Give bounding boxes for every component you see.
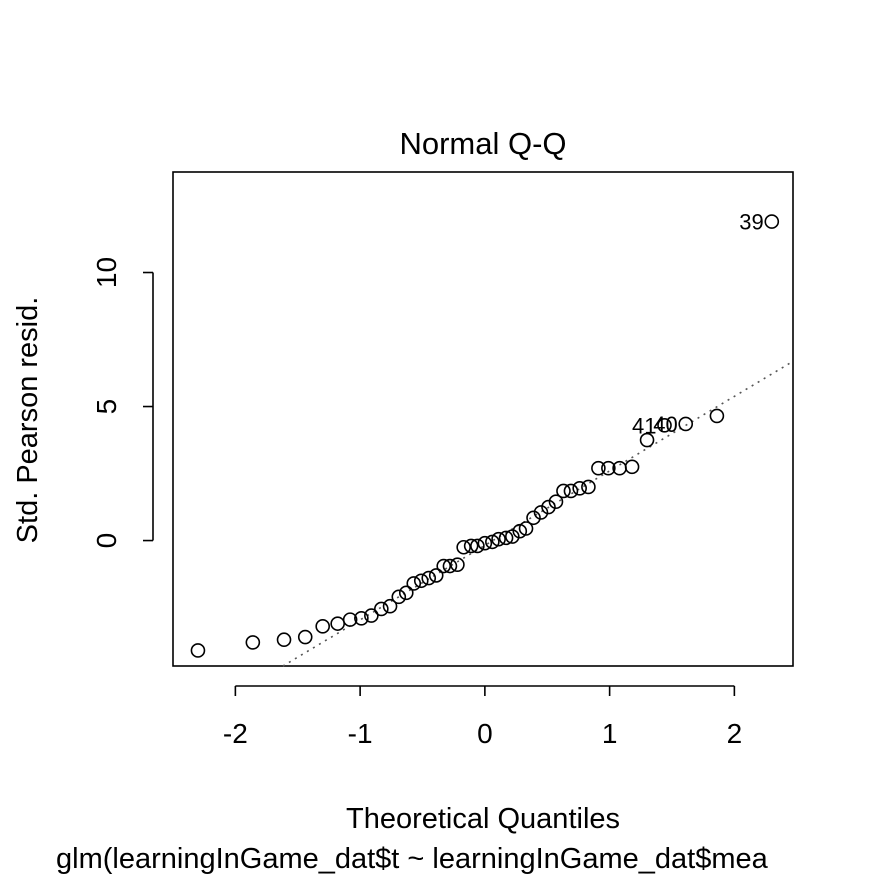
data-point — [498, 530, 514, 546]
data-point — [624, 459, 640, 475]
x-tick-label: 2 — [727, 718, 743, 749]
data-point — [364, 608, 379, 623]
data-point — [190, 643, 206, 658]
data-point — [342, 612, 358, 627]
data-point — [330, 616, 345, 631]
point-label: 40 — [653, 412, 677, 437]
data-point — [563, 483, 579, 499]
data-point — [639, 432, 655, 448]
data-point — [601, 460, 616, 476]
data-point — [591, 460, 606, 476]
data-point — [421, 570, 437, 586]
data-point — [470, 538, 485, 554]
data-point — [436, 558, 452, 574]
data-point — [485, 534, 500, 550]
data-point — [505, 529, 520, 544]
point-label: 39 — [739, 210, 763, 235]
x-tick-label: 0 — [477, 718, 493, 749]
data-point — [678, 416, 694, 432]
data-point — [526, 510, 541, 526]
point-label: 41 — [632, 413, 656, 438]
data-point — [572, 480, 587, 496]
data-point — [450, 557, 465, 572]
data-point — [581, 479, 596, 495]
y-axis: 0 5 10 — [91, 257, 154, 549]
data-point — [533, 505, 549, 520]
x-tick-label: -1 — [348, 718, 373, 749]
data-points — [190, 214, 780, 658]
data-point — [764, 214, 780, 229]
y-tick-label: 10 — [91, 257, 122, 288]
x-axis: -2 -1 0 1 2 — [223, 685, 743, 749]
data-point — [428, 568, 444, 583]
x-tick-label: -2 — [223, 718, 248, 749]
data-point — [245, 635, 261, 650]
data-point — [463, 538, 479, 554]
data-point — [374, 601, 389, 617]
data-point — [276, 632, 292, 648]
data-point — [398, 585, 414, 601]
data-point — [556, 483, 571, 499]
data-point — [354, 610, 369, 626]
chart-title: Normal Q-Q — [399, 126, 566, 161]
data-point — [709, 408, 725, 424]
data-point — [406, 576, 422, 591]
data-point — [413, 573, 429, 589]
plot-frame — [172, 171, 794, 667]
data-point — [491, 531, 506, 547]
x-tick-label: 1 — [602, 718, 618, 749]
x-axis-label: Theoretical Quantiles — [346, 803, 620, 835]
data-point — [657, 417, 672, 433]
y-tick-label: 5 — [91, 399, 122, 415]
data-point — [442, 558, 458, 574]
data-point — [518, 521, 534, 536]
data-point — [548, 494, 564, 509]
y-tick-label: 0 — [91, 533, 122, 549]
data-point — [456, 539, 471, 555]
data-point — [297, 629, 313, 645]
data-point — [477, 535, 493, 551]
y-axis-label: Std. Pearson resid. — [12, 297, 44, 544]
data-point — [541, 499, 556, 515]
data-point — [391, 589, 407, 605]
data-point — [382, 598, 398, 614]
data-point — [512, 523, 528, 539]
data-point — [315, 619, 330, 634]
chart-subtitle: glm(learningInGame_dat$t ~ learningInGam… — [56, 843, 769, 875]
